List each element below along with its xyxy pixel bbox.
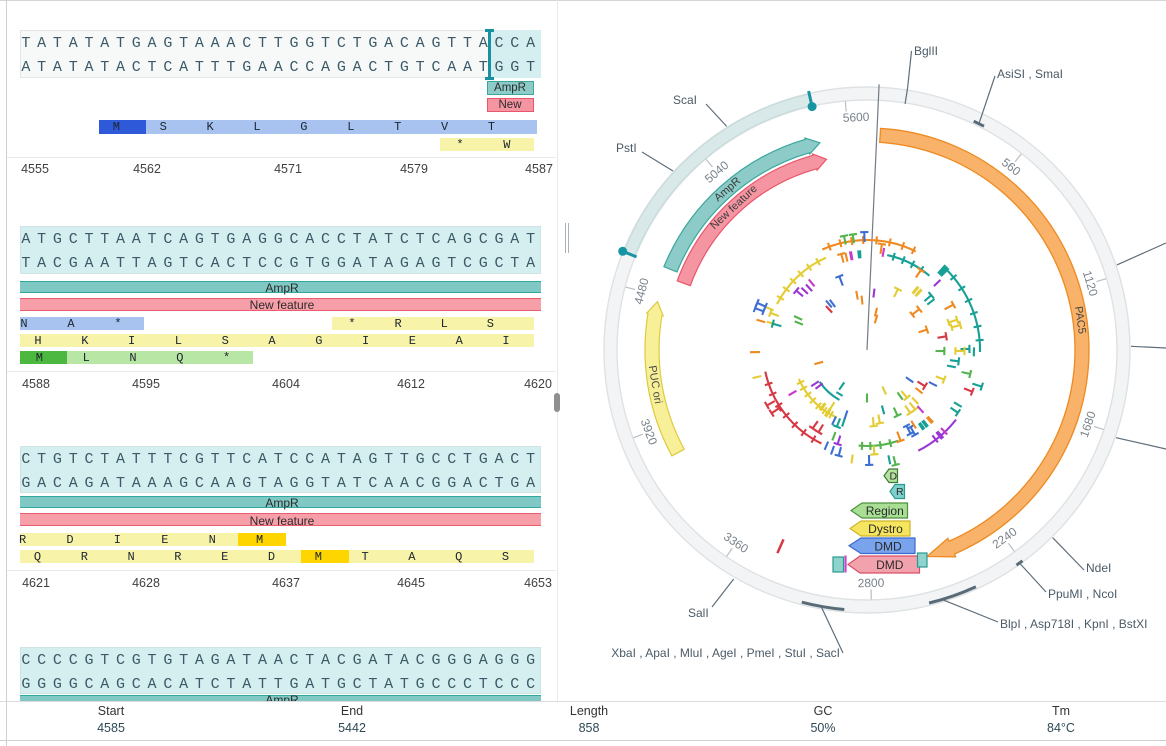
- svg-text:5600: 5600: [842, 110, 870, 125]
- svg-text:Dystro: Dystro: [868, 522, 903, 536]
- svg-text:NdeI: NdeI: [1086, 561, 1111, 575]
- svg-text:PAC5: PAC5: [1072, 305, 1088, 334]
- svg-text:Region: Region: [866, 504, 904, 518]
- svg-text:1120: 1120: [1080, 269, 1101, 298]
- svg-text:DMD: DMD: [874, 539, 902, 553]
- svg-text:D: D: [889, 470, 897, 482]
- svg-text:SalI: SalI: [688, 606, 709, 620]
- svg-text:BlpI , Asp718I , KpnI , BstXI: BlpI , Asp718I , KpnI , BstXI: [1000, 617, 1147, 631]
- svg-text:DMD: DMD: [876, 558, 904, 572]
- svg-text:R: R: [896, 486, 904, 498]
- svg-text:4480: 4480: [631, 276, 651, 306]
- svg-text:AsiSI , SmaI: AsiSI , SmaI: [997, 67, 1063, 81]
- svg-text:ScaI: ScaI: [673, 93, 697, 107]
- svg-text:PstI: PstI: [616, 141, 637, 155]
- svg-text:2800: 2800: [858, 576, 885, 590]
- svg-text:PpuMI , NcoI: PpuMI , NcoI: [1048, 587, 1117, 601]
- svg-text:XbaI , ApaI , MluI , AgeI , Pm: XbaI , ApaI , MluI , AgeI , PmeI , StuI …: [611, 646, 840, 660]
- svg-text:BglII: BglII: [914, 44, 938, 58]
- svg-text:3360: 3360: [721, 529, 751, 556]
